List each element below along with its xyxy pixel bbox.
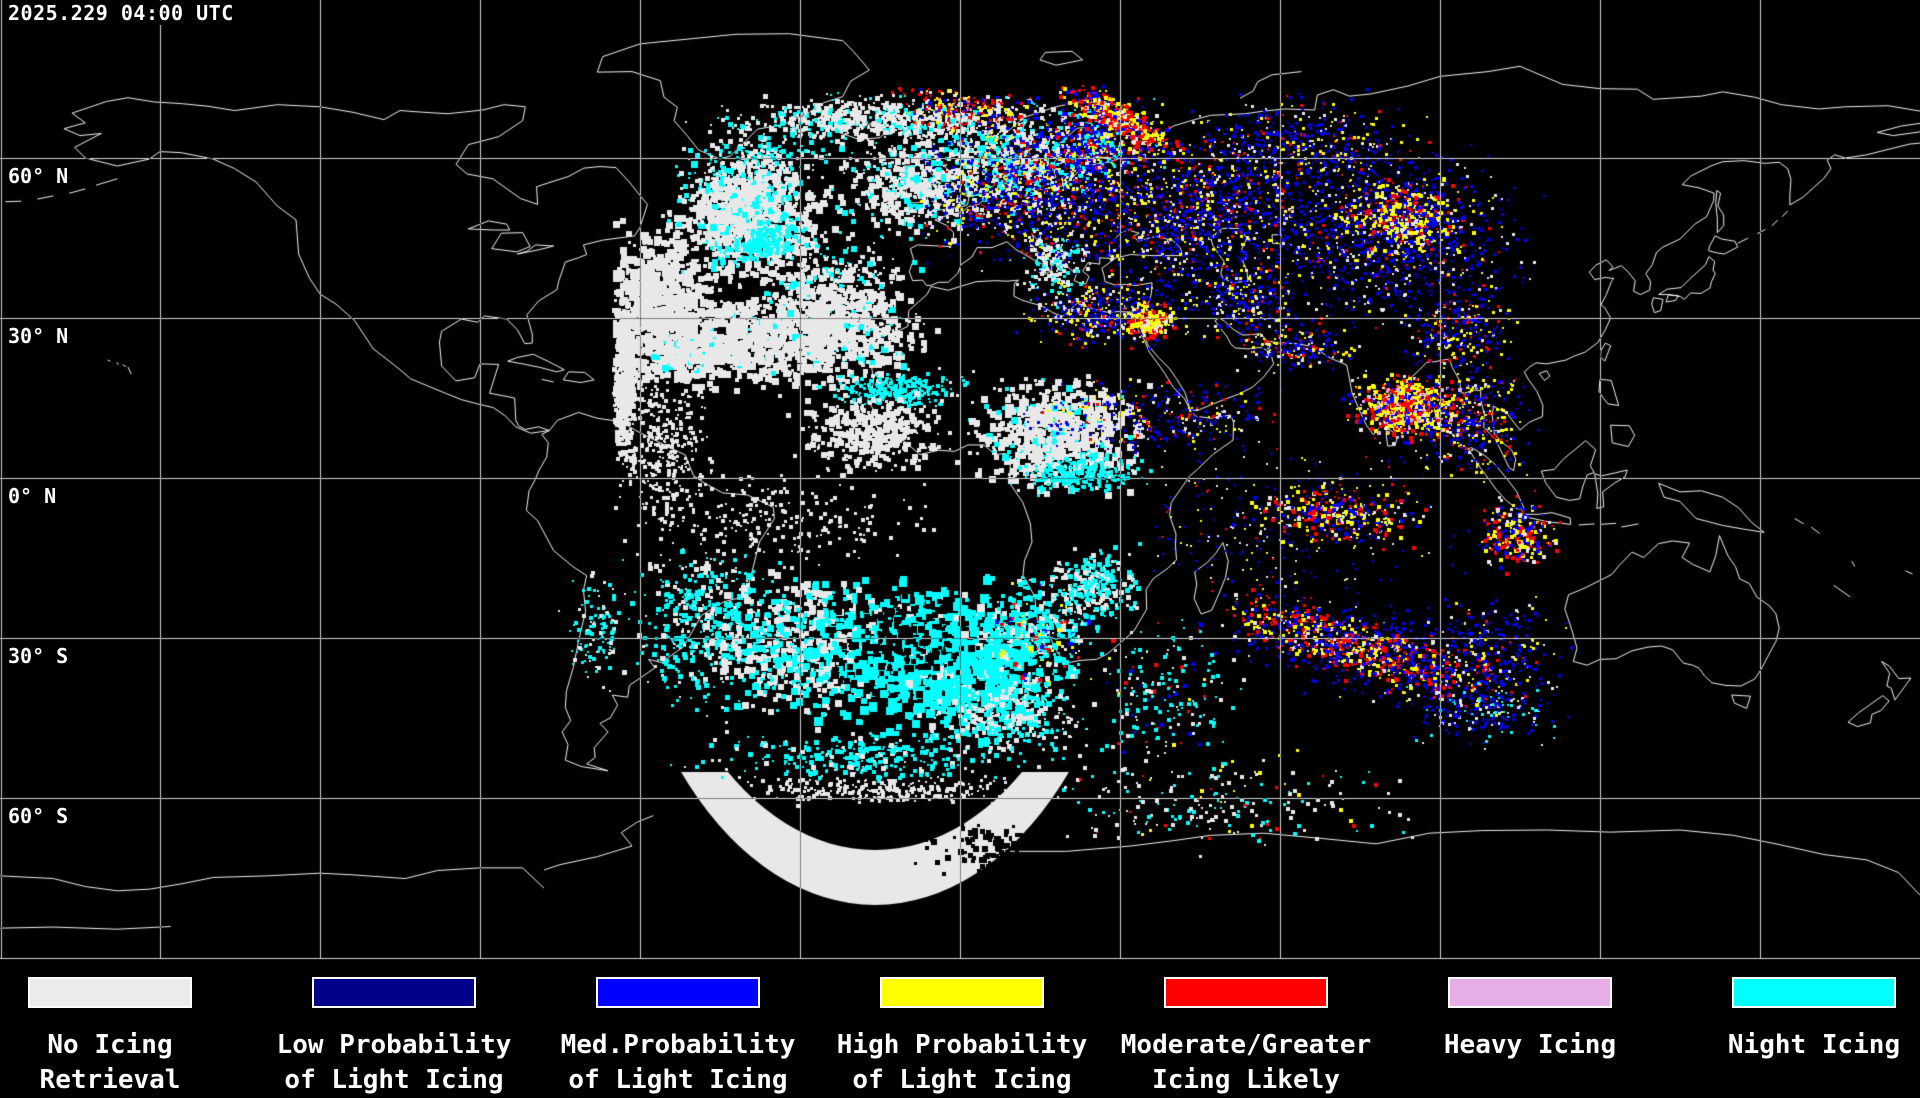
lat-label-60s: 60° S — [6, 804, 71, 828]
timestamp-label: 2025.229 04:00 UTC — [5, 1, 237, 25]
lat-label-60n: 60° N — [6, 164, 71, 188]
lat-label-0n: 0° N — [6, 484, 59, 508]
lat-label-30n: 30° N — [6, 324, 71, 348]
lat-label-30s: 30° S — [6, 644, 71, 668]
